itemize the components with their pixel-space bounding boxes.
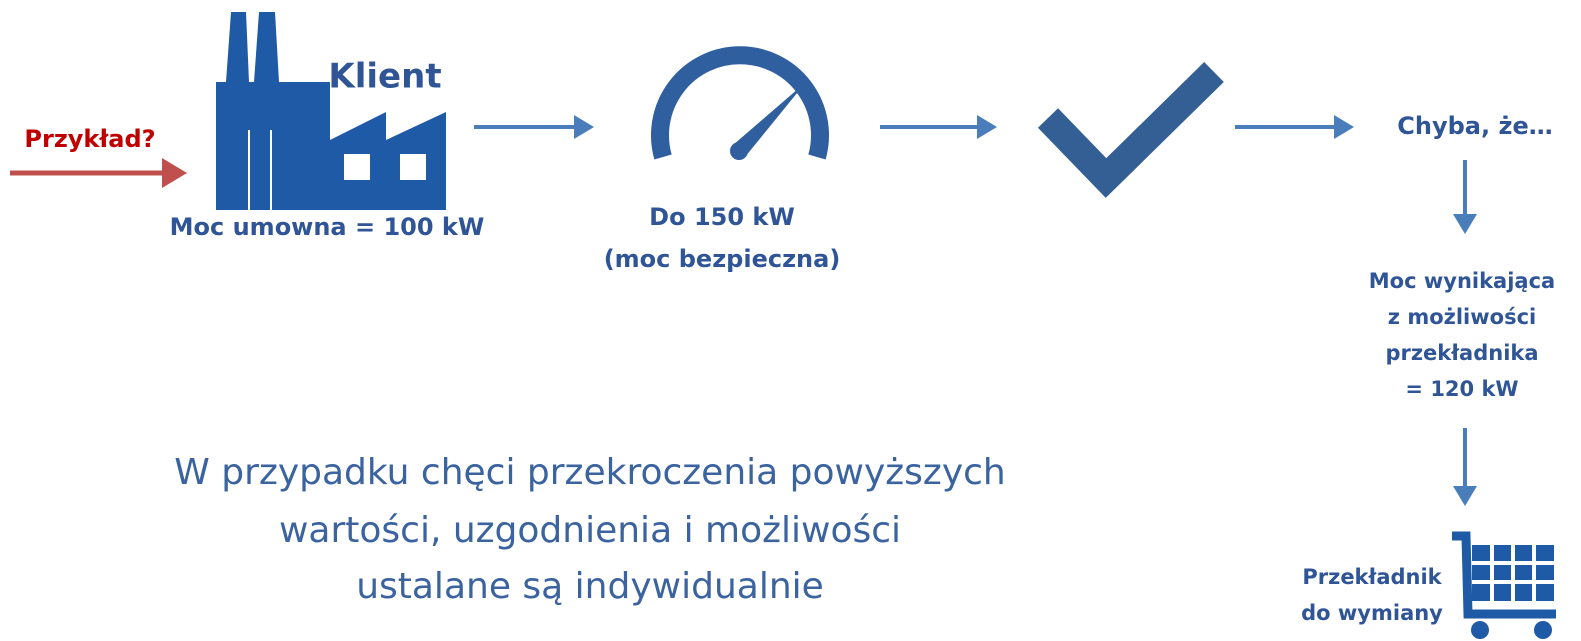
client-power: Moc umowna = 100 kW — [170, 213, 485, 241]
transformer-line: z możliwości — [1388, 305, 1536, 329]
replace-line: do wymiany — [1301, 601, 1443, 625]
client-label: Klient — [328, 57, 441, 97]
replace-line: Przekładnik — [1302, 565, 1442, 589]
gauge-icon — [651, 46, 829, 160]
example-label: Przykład? — [24, 125, 155, 153]
unless-label: Chyba, że… — [1397, 112, 1552, 140]
cart-icon — [1452, 531, 1556, 639]
check-icon — [1037, 62, 1224, 198]
gauge-line: Do 150 kW — [649, 203, 795, 231]
transformer-line: Moc wynikająca — [1369, 269, 1555, 293]
gauge-line: (moc bezpieczna) — [604, 245, 841, 273]
factory-icon — [216, 12, 446, 210]
transformer-line: = 120 kW — [1405, 377, 1518, 401]
note-line: wartości, uzgodnienia i możliwości — [279, 510, 901, 551]
note-line: ustalane są indywidualnie — [356, 566, 824, 607]
note-line: W przypadku chęci przekroczenia powyższy… — [174, 452, 1005, 493]
transformer-line: przekładnika — [1385, 341, 1538, 365]
